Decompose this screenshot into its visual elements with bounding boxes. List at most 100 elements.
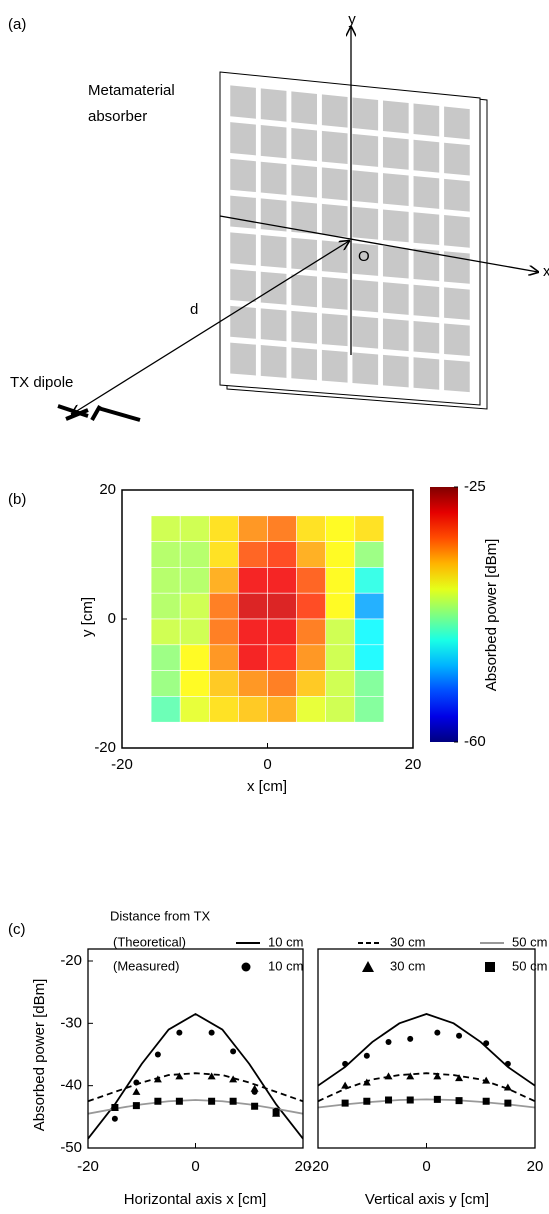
colorbar-tick-label: -60	[464, 733, 486, 750]
marker	[208, 1029, 215, 1036]
x-tick-label: 20	[405, 756, 422, 773]
heat-cell	[150, 515, 181, 542]
legend-label: 50 cm	[512, 934, 547, 949]
axis-label: y	[348, 11, 356, 28]
heat-cell	[209, 567, 239, 594]
heat-cell	[296, 567, 327, 594]
absorber-cell	[321, 167, 348, 201]
heat-cell	[325, 515, 356, 542]
marker	[433, 1072, 442, 1080]
marker	[504, 1099, 512, 1107]
x-tick-label: 20	[527, 1158, 544, 1175]
y-tick-label: 20	[99, 481, 116, 498]
heat-cell	[238, 618, 268, 646]
absorber-cell	[444, 359, 470, 393]
absorber-cell	[230, 122, 256, 156]
heat-cell	[354, 541, 385, 568]
heat-cell	[179, 670, 210, 697]
dipole	[57, 404, 89, 418]
marker	[229, 1075, 238, 1083]
absorber-cell	[321, 240, 348, 274]
dipole	[90, 405, 102, 421]
heat-cell	[267, 515, 297, 542]
marker	[341, 1099, 349, 1107]
panel-label: (b)	[8, 491, 26, 508]
marker	[482, 1097, 490, 1105]
x-tick-label: -20	[111, 756, 133, 773]
heat-cell	[325, 567, 356, 594]
heat-cell	[150, 567, 181, 594]
absorber-cell	[444, 142, 470, 176]
marker	[363, 1097, 371, 1105]
marker	[456, 1032, 463, 1039]
absorber-cell	[260, 308, 287, 342]
absorber-label: Metamaterial	[88, 82, 175, 99]
absorber-cell	[321, 276, 348, 310]
absorber-cell	[230, 342, 256, 376]
heat-cell	[354, 618, 385, 646]
absorber-cell	[291, 274, 318, 308]
absorber-cell	[413, 176, 440, 209]
heat-cell	[267, 670, 297, 697]
heat-cell	[296, 515, 327, 542]
heat-cell	[267, 644, 297, 671]
absorber-cell	[352, 243, 379, 276]
absorber-cell	[382, 209, 409, 243]
heat-cell	[325, 644, 356, 671]
marker	[362, 1078, 371, 1086]
heat-cell	[296, 670, 327, 697]
heat-cell	[238, 567, 268, 594]
absorber-cell	[321, 313, 348, 347]
legend-marker	[362, 961, 374, 972]
heat-cell	[296, 618, 327, 646]
heat-cell	[296, 592, 327, 620]
legend-marker	[485, 962, 495, 972]
heat-cell	[296, 644, 327, 671]
marker	[455, 1097, 463, 1105]
legend-label: 30 cm	[390, 934, 425, 949]
dipole-label: TX dipole	[10, 374, 73, 391]
colorbar-tick-label: -25	[464, 478, 486, 495]
absorber-cell	[352, 279, 379, 313]
x-tick-label: 0	[422, 1158, 430, 1175]
legend-label: 10 cm	[268, 958, 303, 973]
x-axis-title: Horizontal axis x [cm]	[124, 1191, 267, 1208]
marker	[175, 1072, 184, 1080]
absorber-cell	[291, 237, 318, 271]
heat-cell	[179, 541, 210, 568]
marker	[250, 1084, 259, 1092]
absorber-cell	[230, 195, 256, 229]
marker	[132, 1102, 140, 1110]
absorber-cell	[352, 206, 379, 240]
absorber-cell	[321, 349, 348, 383]
series-line	[88, 1072, 303, 1103]
dipole	[97, 406, 141, 422]
heat-cell	[325, 618, 356, 646]
absorber-cell	[230, 305, 256, 339]
panel-label: (a)	[8, 16, 26, 33]
marker	[483, 1040, 490, 1047]
series-line	[88, 1012, 303, 1140]
absorber-cell	[382, 354, 409, 388]
legend-title: Distance from TX	[110, 908, 211, 923]
absorber-cell	[382, 173, 409, 207]
x-tick-label: 20	[295, 1158, 312, 1175]
x-tick-label: 0	[263, 756, 271, 773]
marker	[154, 1097, 162, 1105]
heat-cell	[179, 696, 210, 723]
absorber-cell	[413, 103, 440, 137]
heat-cell	[179, 618, 210, 646]
marker	[176, 1029, 183, 1036]
heat-cell	[238, 696, 268, 723]
marker	[384, 1072, 393, 1080]
heat-cell	[150, 644, 181, 671]
absorber-cell	[230, 158, 256, 193]
heat-cell	[354, 644, 385, 671]
absorber-cell	[444, 106, 470, 140]
marker	[385, 1096, 393, 1104]
distance-label: d	[190, 301, 198, 318]
heat-cell	[209, 644, 239, 671]
y-tick-label: 0	[108, 610, 116, 627]
absorber-cell	[352, 170, 379, 204]
